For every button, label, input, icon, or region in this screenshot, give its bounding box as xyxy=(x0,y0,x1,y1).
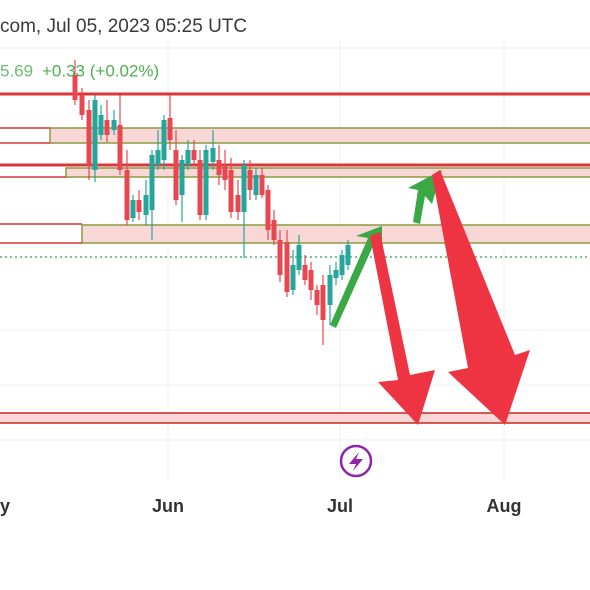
candle-body xyxy=(290,265,296,290)
candle-body xyxy=(345,245,351,265)
candle-body xyxy=(72,75,78,100)
candles xyxy=(72,60,351,345)
candle-body xyxy=(277,240,283,275)
lightning-icon xyxy=(339,444,373,478)
candle-body xyxy=(79,95,85,115)
candle-body xyxy=(333,270,339,278)
candle-body xyxy=(179,160,185,195)
candle-body xyxy=(320,285,326,320)
candle-body xyxy=(111,120,117,130)
candle-body xyxy=(203,150,209,215)
candle-body xyxy=(161,120,167,160)
candle-body xyxy=(167,118,173,140)
candle-body xyxy=(197,160,203,215)
candle-body xyxy=(327,275,333,305)
candle-body xyxy=(124,170,130,220)
candle-body xyxy=(155,150,161,165)
candle-body xyxy=(302,265,308,280)
candle-body xyxy=(185,150,191,165)
candle-body xyxy=(247,170,253,190)
x-axis-label: Jul xyxy=(327,496,353,516)
candle-body xyxy=(235,195,241,212)
candle-body xyxy=(130,200,136,218)
header-change: +0.33 (+0.02%) xyxy=(42,61,159,80)
candle-body xyxy=(253,175,259,195)
header-source-time: com, Jul 05, 2023 05:25 UTC xyxy=(0,16,247,37)
candle-body xyxy=(92,100,98,170)
header-price: 5.69 xyxy=(0,61,33,80)
candle-body xyxy=(222,165,228,180)
candle-body xyxy=(259,175,265,195)
candle-body xyxy=(216,160,222,175)
arrows xyxy=(330,170,530,425)
candle-body xyxy=(191,150,197,160)
x-axis-label: Jun xyxy=(152,496,184,516)
x-axis-label: Aug xyxy=(487,496,522,516)
candle-body xyxy=(173,150,179,200)
candle-body xyxy=(314,290,320,305)
candle-body xyxy=(117,125,123,170)
candle-body xyxy=(149,155,155,210)
candle-body xyxy=(308,270,314,290)
candle-body xyxy=(271,220,277,240)
levels xyxy=(0,92,590,424)
candle-body xyxy=(210,148,216,162)
candle-body xyxy=(339,255,345,275)
candle-body xyxy=(265,190,271,230)
candle-body xyxy=(104,120,110,135)
candle-body xyxy=(284,242,290,292)
x-axis-label: y xyxy=(0,496,10,516)
candle-body xyxy=(228,170,234,212)
candle-body xyxy=(143,195,149,215)
candle-body xyxy=(136,200,142,212)
candle-body xyxy=(241,165,247,212)
candle-body xyxy=(296,245,302,270)
candle-body xyxy=(98,115,104,135)
candle-body xyxy=(86,110,92,165)
